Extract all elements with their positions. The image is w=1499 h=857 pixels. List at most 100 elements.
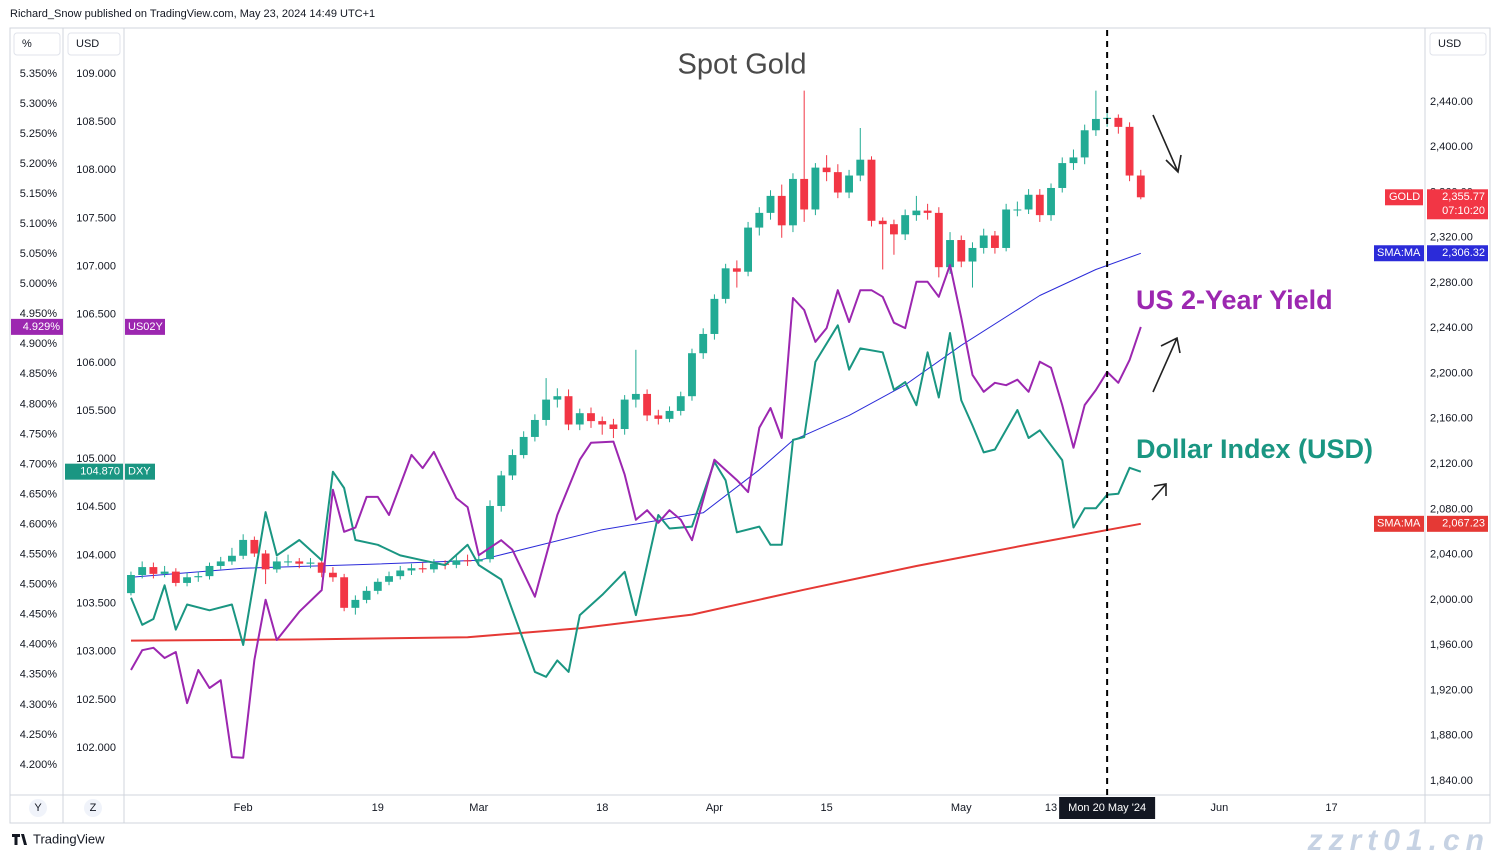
y-tick-label: 2,040.00 — [1430, 549, 1473, 561]
candle-body — [205, 565, 214, 577]
arrow-up — [1152, 336, 1181, 393]
candle-body — [811, 167, 820, 210]
candle — [373, 578, 382, 595]
price-badge-name: SMA:MA — [1377, 247, 1421, 259]
y-tick-label: 4.700% — [20, 458, 58, 470]
candle-body — [340, 577, 349, 608]
candle-body — [418, 568, 427, 570]
candle-body — [766, 195, 775, 213]
axis-unit: % — [22, 38, 32, 50]
candle-body — [867, 159, 876, 221]
candle-body — [710, 298, 719, 334]
x-tick-label: 13 — [1045, 802, 1057, 814]
candle-body — [620, 399, 629, 430]
price-badge-name-box — [125, 463, 155, 480]
y-tick-label: 105.500 — [76, 405, 116, 417]
candle-body — [575, 413, 584, 425]
x-tick-label: 18 — [596, 802, 608, 814]
candle-body — [878, 220, 887, 225]
candle-body — [946, 240, 954, 268]
candle — [564, 389, 573, 431]
candle-body — [228, 555, 236, 562]
candle-body — [833, 172, 842, 193]
y-tick-label: 2,200.00 — [1430, 367, 1473, 379]
y-tick-label: 106.500 — [76, 309, 116, 321]
price-badge-name: US02Y — [128, 321, 164, 333]
scale-button[interactable] — [84, 799, 102, 817]
y-tick-label: 4.950% — [20, 308, 58, 320]
candle-body — [957, 240, 966, 262]
candle — [127, 571, 135, 596]
candle — [250, 536, 259, 557]
candle — [1080, 124, 1089, 165]
axis-unit-box[interactable] — [67, 32, 121, 56]
y-tick-label: 2,240.00 — [1430, 322, 1473, 334]
candle — [811, 163, 820, 216]
candle — [833, 164, 842, 199]
y-tick-label: 105.000 — [76, 453, 116, 465]
price-badge-name: SMA:MA — [1377, 518, 1421, 530]
y-tick-label: 103.000 — [76, 646, 116, 658]
price-badge-name-box — [125, 318, 165, 335]
candle — [497, 470, 506, 512]
candle-body — [474, 559, 483, 562]
candle — [856, 128, 865, 182]
candle-body — [923, 210, 932, 213]
candle-body — [396, 570, 405, 577]
y-tick-label: 107.500 — [76, 212, 116, 224]
candle — [620, 395, 629, 435]
candle — [867, 156, 876, 227]
candle-body — [688, 353, 696, 397]
axis-unit-box[interactable] — [13, 32, 61, 56]
candle-body — [789, 178, 797, 226]
y-tick-label: 1,880.00 — [1430, 730, 1473, 742]
candle-body — [564, 396, 573, 425]
candle — [317, 559, 326, 578]
crosshair-label-box — [1059, 797, 1156, 819]
y-tick-label: 108.000 — [76, 164, 116, 176]
candle — [429, 559, 438, 573]
candle-body — [553, 396, 562, 400]
candle — [306, 558, 315, 569]
y-tick-label: 2,400.00 — [1430, 141, 1473, 153]
candle — [990, 230, 999, 254]
y-tick-label: 2,160.00 — [1430, 413, 1473, 425]
candle — [665, 406, 674, 423]
candle-body — [1069, 157, 1078, 164]
candle-body — [295, 561, 304, 564]
candle — [744, 221, 753, 277]
candle-body — [1035, 194, 1044, 216]
axis-unit-box[interactable] — [1429, 32, 1487, 56]
candle — [789, 173, 797, 233]
candle-body — [1080, 130, 1089, 158]
y-tick-label: 4.450% — [20, 609, 58, 621]
candle — [1047, 183, 1055, 221]
candle — [407, 563, 416, 576]
candle-body — [676, 396, 685, 411]
candle — [239, 534, 248, 560]
candle — [845, 169, 853, 199]
y-tick-label: 107.000 — [76, 260, 116, 272]
price-badge-name-box — [1374, 515, 1424, 532]
candle-body — [1047, 187, 1055, 216]
y-tick-label: 4.200% — [20, 759, 58, 771]
candle — [228, 547, 236, 565]
price-badge-name-box — [1374, 245, 1424, 262]
candle — [553, 388, 562, 408]
candle-body — [508, 455, 517, 476]
scale-button[interactable] — [29, 799, 47, 817]
candle — [609, 418, 618, 439]
candle-body — [429, 563, 438, 570]
scale-button-label: Z — [90, 802, 97, 814]
price-badge-value: 4.929% — [23, 321, 61, 333]
x-tick-label: 17 — [1325, 802, 1337, 814]
candle — [1002, 203, 1011, 252]
candle-body — [272, 561, 281, 570]
candle-body — [463, 560, 472, 562]
candle-body — [407, 568, 416, 571]
y-tick-label: 4.750% — [20, 428, 58, 440]
candle-body — [721, 268, 730, 299]
candle-body — [934, 212, 943, 268]
candle-body — [654, 415, 663, 419]
